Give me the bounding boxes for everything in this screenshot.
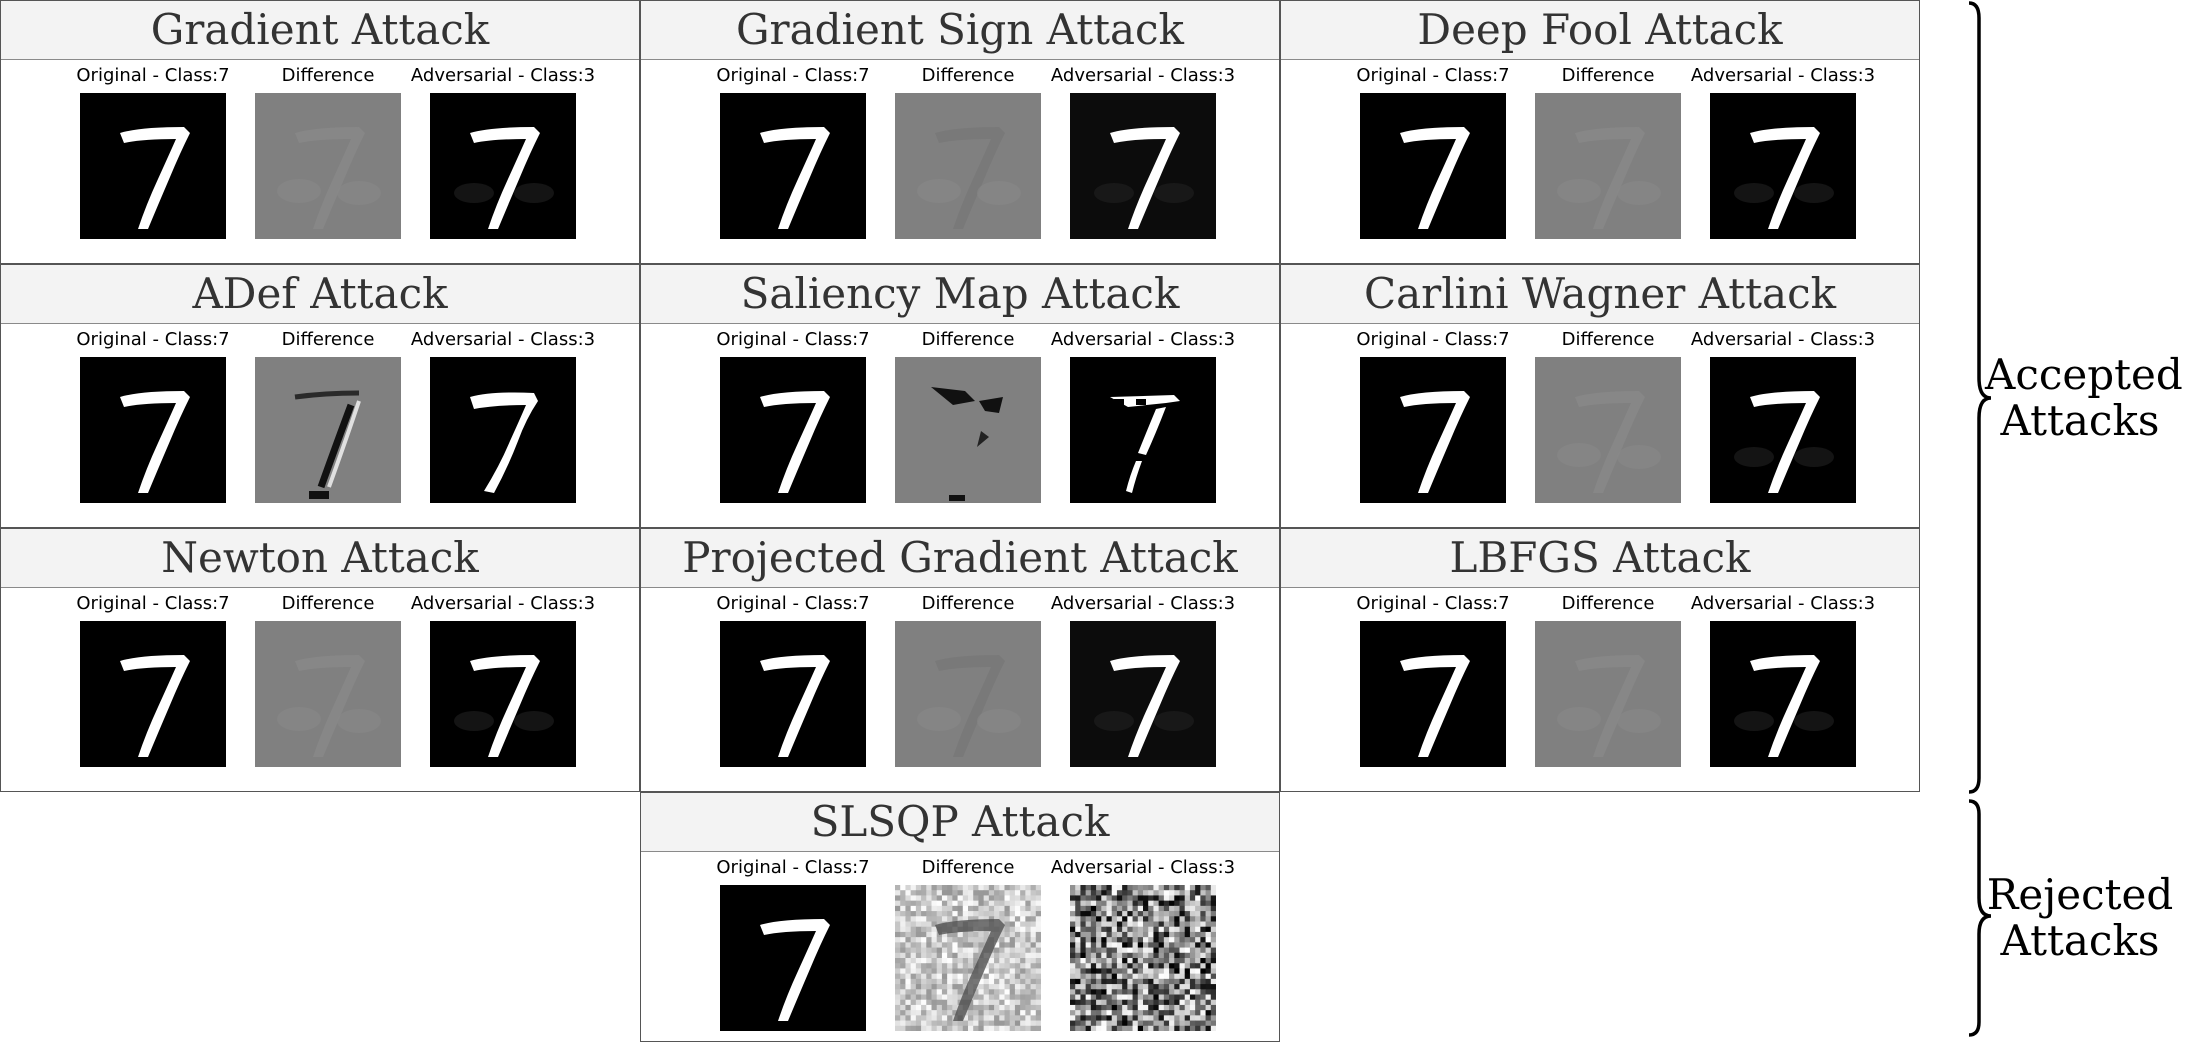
adversarial-image xyxy=(1070,93,1216,239)
difference-image xyxy=(895,357,1041,503)
adversarial-caption: Adversarial - Class:3 xyxy=(1050,329,1236,350)
adversarial-caption: Adversarial - Class:3 xyxy=(410,65,596,86)
attack-panel: ADef Attack Original - Class:7 Difference A… xyxy=(0,264,640,528)
attack-panel: Carlini Wagner Attack Original - Class:7 D… xyxy=(1280,264,1920,528)
attack-panel-title: Carlini Wagner Attack xyxy=(1281,265,1919,324)
difference-caption: Difference xyxy=(281,65,375,86)
original-caption: Original - Class:7 xyxy=(76,593,230,614)
original-image xyxy=(80,93,226,239)
attack-panel-title: Newton Attack xyxy=(1,529,639,588)
adversarial-caption: Adversarial - Class:3 xyxy=(410,329,596,350)
original-image xyxy=(720,621,866,767)
attack-panel: SLSQP Attack Original - Class:7 Difference… xyxy=(640,792,1280,1042)
difference-caption: Difference xyxy=(921,65,1015,86)
original-caption: Original - Class:7 xyxy=(1356,65,1510,86)
attack-panel-title: SLSQP Attack xyxy=(641,793,1279,852)
attack-panel: Projected Gradient Attack Original - Clas… xyxy=(640,528,1280,792)
original-image xyxy=(80,621,226,767)
accepted-attacks-line1: Accepted xyxy=(1985,350,2183,399)
adversarial-image xyxy=(430,621,576,767)
original-caption: Original - Class:7 xyxy=(1356,593,1510,614)
attack-panel-title: Projected Gradient Attack xyxy=(641,529,1279,588)
accepted-attacks-label: Accepted Attacks xyxy=(1985,350,2183,445)
difference-image xyxy=(895,93,1041,239)
difference-caption: Difference xyxy=(281,329,375,350)
attack-panel-title: Deep Fool Attack xyxy=(1281,1,1919,60)
difference-caption: Difference xyxy=(1561,65,1655,86)
original-image xyxy=(1360,621,1506,767)
rejected-attacks-line1: Rejected xyxy=(1986,870,2174,919)
adversarial-image xyxy=(1070,885,1216,1031)
attack-panel: Newton Attack Original - Class:7 Differenc… xyxy=(0,528,640,792)
rejected-attacks-line2: Attacks xyxy=(2000,916,2160,965)
original-caption: Original - Class:7 xyxy=(76,329,230,350)
original-image xyxy=(80,357,226,503)
original-image xyxy=(720,885,866,1031)
attack-panel: Saliency Map Attack Original - Class:7 Dif… xyxy=(640,264,1280,528)
attack-panel: Gradient Sign Attack Original - Class:7 Di… xyxy=(640,0,1280,264)
adversarial-image xyxy=(430,93,576,239)
original-caption: Original - Class:7 xyxy=(716,593,870,614)
original-caption: Original - Class:7 xyxy=(716,65,870,86)
original-image xyxy=(1360,93,1506,239)
adversarial-caption: Adversarial - Class:3 xyxy=(410,593,596,614)
original-caption: Original - Class:7 xyxy=(716,329,870,350)
accepted-brace-icon xyxy=(1968,1,1992,794)
difference-image xyxy=(1535,621,1681,767)
adversarial-caption: Adversarial - Class:3 xyxy=(1050,65,1236,86)
adversarial-caption: Adversarial - Class:3 xyxy=(1690,329,1876,350)
difference-caption: Difference xyxy=(281,593,375,614)
adversarial-image xyxy=(1070,621,1216,767)
difference-image xyxy=(1535,357,1681,503)
original-image xyxy=(720,357,866,503)
attack-panel-title: ADef Attack xyxy=(1,265,639,324)
adversarial-image xyxy=(1070,357,1216,503)
rejected-attacks-label: Rejected Attacks xyxy=(1985,872,2175,964)
adversarial-caption: Adversarial - Class:3 xyxy=(1690,65,1876,86)
original-caption: Original - Class:7 xyxy=(1356,329,1510,350)
accepted-attacks-line2: Attacks xyxy=(2000,396,2160,445)
difference-image xyxy=(255,357,401,503)
difference-image xyxy=(255,621,401,767)
adversarial-caption: Adversarial - Class:3 xyxy=(1050,857,1236,878)
adversarial-image xyxy=(1710,357,1856,503)
attack-panel: LBFGS Attack Original - Class:7 Difference… xyxy=(1280,528,1920,792)
difference-caption: Difference xyxy=(1561,593,1655,614)
original-image xyxy=(720,93,866,239)
adversarial-image xyxy=(1710,621,1856,767)
adversarial-image xyxy=(1710,93,1856,239)
original-caption: Original - Class:7 xyxy=(716,857,870,878)
attack-panel-title: Gradient Sign Attack xyxy=(641,1,1279,60)
rejected-brace-icon xyxy=(1968,799,1992,1037)
attack-panel-title: Gradient Attack xyxy=(1,1,639,60)
attack-panel-title: LBFGS Attack xyxy=(1281,529,1919,588)
difference-image xyxy=(895,885,1041,1031)
adversarial-caption: Adversarial - Class:3 xyxy=(1050,593,1236,614)
difference-caption: Difference xyxy=(921,857,1015,878)
attack-panel: Deep Fool Attack Original - Class:7 Differ… xyxy=(1280,0,1920,264)
difference-image xyxy=(1535,93,1681,239)
adversarial-image xyxy=(430,357,576,503)
difference-image xyxy=(255,93,401,239)
adversarial-caption: Adversarial - Class:3 xyxy=(1690,593,1876,614)
original-image xyxy=(1360,357,1506,503)
original-caption: Original - Class:7 xyxy=(76,65,230,86)
difference-image xyxy=(895,621,1041,767)
attack-panel-title: Saliency Map Attack xyxy=(641,265,1279,324)
difference-caption: Difference xyxy=(921,329,1015,350)
difference-caption: Difference xyxy=(921,593,1015,614)
difference-caption: Difference xyxy=(1561,329,1655,350)
attack-panel: Gradient Attack Original - Class:7 Differe… xyxy=(0,0,640,264)
